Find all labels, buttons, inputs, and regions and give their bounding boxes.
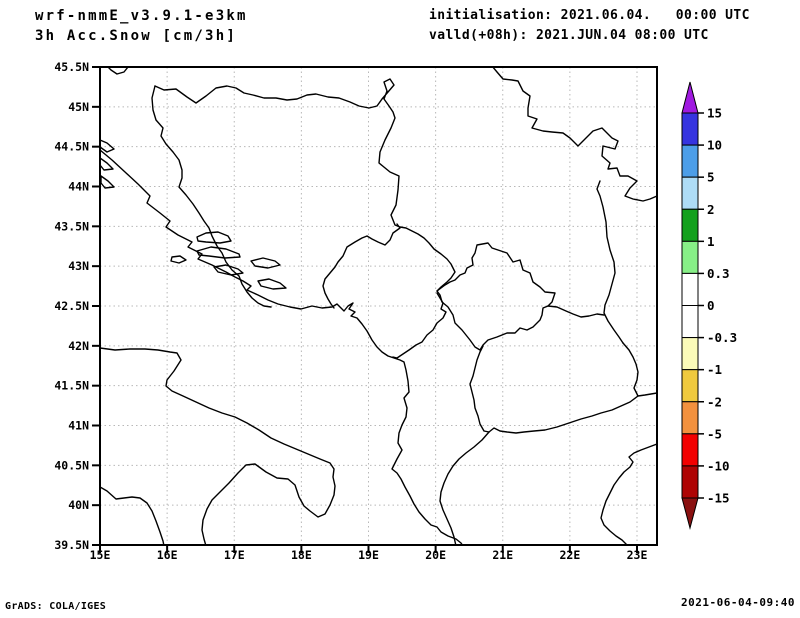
colorbar-segment xyxy=(681,208,699,242)
colorbar-label: 15 xyxy=(707,106,722,121)
model-title: wrf-nmmE_v3.9.1-e3km xyxy=(35,8,248,24)
svg-text:20E: 20E xyxy=(425,548,446,562)
border-north-macedonia xyxy=(469,342,639,434)
map-outlines xyxy=(100,67,657,545)
colorbar: 15 10 5 2 1 0.3 0 -0.3 -1 -2 -5 -10 -15 xyxy=(681,81,737,530)
svg-text:43.5N: 43.5N xyxy=(54,219,89,233)
svg-text:40N: 40N xyxy=(68,498,89,512)
island-vis xyxy=(170,255,187,264)
svg-text:19E: 19E xyxy=(358,548,379,562)
colorbar-label: 0.3 xyxy=(707,266,730,281)
svg-text:42.5N: 42.5N xyxy=(54,299,89,313)
svg-text:44N: 44N xyxy=(68,180,89,194)
coastline-chalkidiki xyxy=(600,443,657,545)
colorbar-segment xyxy=(681,465,699,499)
border-serbia-macedonia xyxy=(547,305,605,318)
colorbar-segment xyxy=(681,305,699,339)
initialisation-label: initialisation: 2021.06.04. 00:00 UTC xyxy=(429,8,750,23)
svg-text:45.5N: 45.5N xyxy=(54,60,89,74)
colorbar-label: -2 xyxy=(707,394,722,409)
border-bosnia-montenegro xyxy=(322,223,401,309)
border-greece-bulgaria xyxy=(637,392,657,397)
coastline-italy-taranto-west xyxy=(100,486,165,545)
colorbar-label: -10 xyxy=(707,458,730,473)
title-block-left: wrf-nmmE_v3.9.1-e3km 3h Acc.Snow [cm/3h] xyxy=(35,6,248,46)
axis-labels: 45.5N 45N 44.5N 44N 43.5N 43N 42.5N 42N 41.5N 41N… xyxy=(54,60,647,562)
border-montenegro-albania xyxy=(392,292,447,359)
colorbar-label: 10 xyxy=(707,138,722,153)
svg-text:16E: 16E xyxy=(157,548,178,562)
island-cres xyxy=(100,139,115,153)
coastline-kvarner xyxy=(107,67,129,75)
island-hvar xyxy=(196,246,241,259)
island-pag xyxy=(100,175,115,189)
island-korcula xyxy=(213,264,244,276)
border-serbia-romania-danube xyxy=(491,67,657,202)
colorbar-segment xyxy=(681,401,699,435)
colorbar-label: 5 xyxy=(707,170,715,185)
svg-text:23E: 23E xyxy=(627,548,648,562)
svg-text:22E: 22E xyxy=(559,548,580,562)
colorbar-label: 0 xyxy=(707,298,715,313)
island-brac xyxy=(196,231,232,244)
svg-text:41N: 41N xyxy=(68,419,89,433)
svg-text:15E: 15E xyxy=(90,548,111,562)
svg-text:18E: 18E xyxy=(291,548,312,562)
colorbar-label: -1 xyxy=(707,362,722,377)
svg-text:40.5N: 40.5N xyxy=(54,458,89,472)
colorbar-label: -5 xyxy=(707,426,722,441)
colorbar-segment xyxy=(681,144,699,178)
grads-credit: GrADS: COLA/IGES xyxy=(5,601,107,612)
svg-text:43N: 43N xyxy=(68,259,89,273)
border-kosovo xyxy=(436,242,556,351)
island-peljesac-sliver xyxy=(250,257,281,269)
svg-text:45N: 45N xyxy=(68,100,89,114)
border-bosnia-north-drina xyxy=(154,78,456,292)
title-block-right: initialisation: 2021.06.04. 00:00 UTC va… xyxy=(429,6,750,46)
colorbar-segment xyxy=(681,176,699,210)
border-serbia-bulgaria xyxy=(596,180,624,344)
colorbar-segment xyxy=(681,112,699,146)
colorbar-arrow-top xyxy=(681,81,699,114)
svg-text:44.5N: 44.5N xyxy=(54,140,89,154)
colorbar-arrow-bottom xyxy=(681,497,699,530)
field-title: 3h Acc.Snow [cm/3h] xyxy=(35,28,237,44)
svg-text:39.5N: 39.5N xyxy=(54,538,89,552)
colorbar-label: 1 xyxy=(707,234,715,249)
island-losinj xyxy=(100,157,114,171)
creation-timestamp: 2021-06-04-09:40 xyxy=(681,596,795,609)
graticule-gridlines xyxy=(100,67,657,545)
svg-text:42N: 42N xyxy=(68,339,89,353)
axis-ticks xyxy=(92,66,638,553)
valid-time-label: valld(+08h): 2021.JUN.04 08:00 UTC xyxy=(429,28,709,43)
island-mljet xyxy=(257,278,287,290)
colorbar-label: -0.3 xyxy=(707,330,737,345)
colorbar-segment xyxy=(681,369,699,403)
coastline-italy-apulia xyxy=(100,347,336,545)
colorbar-segment xyxy=(681,240,699,274)
coastline-adriatic-east xyxy=(100,149,464,545)
border-croatia-bosnia-west xyxy=(151,85,272,308)
colorbar-segment xyxy=(681,272,699,306)
svg-text:17E: 17E xyxy=(224,548,245,562)
border-albania-greece xyxy=(439,431,490,545)
svg-text:41.5N: 41.5N xyxy=(54,379,89,393)
colorbar-label: -15 xyxy=(707,491,730,506)
colorbar-segment xyxy=(681,433,699,467)
colorbar-label: 2 xyxy=(707,202,715,217)
svg-text:21E: 21E xyxy=(492,548,513,562)
colorbar-segment xyxy=(681,337,699,371)
